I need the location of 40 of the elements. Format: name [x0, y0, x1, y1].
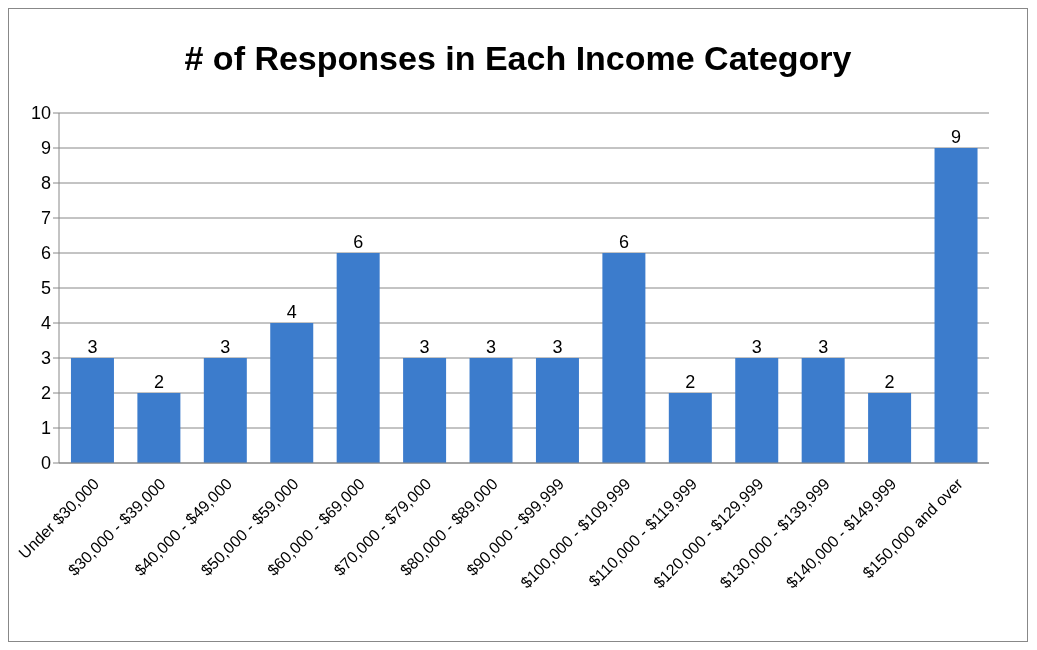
data-label: 4 [286, 302, 297, 322]
y-tick-label: 10 [30, 103, 51, 124]
data-label: 6 [353, 232, 364, 252]
y-tick-label: 8 [40, 173, 51, 194]
bar [403, 358, 447, 463]
data-label: 3 [486, 337, 497, 357]
data-label: 2 [884, 372, 895, 392]
data-label: 3 [220, 337, 231, 357]
data-label: 3 [552, 337, 563, 357]
bar [934, 148, 978, 463]
bar [336, 253, 380, 463]
y-tick-label: 1 [40, 418, 51, 439]
data-label: 6 [618, 232, 629, 252]
data-label: 9 [951, 127, 962, 147]
data-label: 2 [153, 372, 164, 392]
data-label: 3 [419, 337, 430, 357]
data-label: 3 [87, 337, 98, 357]
data-label: 3 [818, 337, 829, 357]
y-tick-label: 7 [40, 208, 51, 229]
bar [801, 358, 845, 463]
data-label: 3 [751, 337, 762, 357]
bar [535, 358, 579, 463]
bar [270, 323, 314, 463]
bar [602, 253, 646, 463]
y-tick-label: 4 [40, 313, 51, 334]
y-tick-label: 9 [40, 138, 51, 159]
y-tick-label: 5 [40, 278, 51, 299]
bar [203, 358, 247, 463]
bar [70, 358, 114, 463]
data-label: 2 [685, 372, 696, 392]
y-tick-label: 6 [40, 243, 51, 264]
bar [668, 393, 712, 463]
y-tick-label: 0 [40, 453, 51, 474]
y-tick-label: 3 [40, 348, 51, 369]
bar [469, 358, 513, 463]
y-tick-label: 2 [40, 383, 51, 404]
bar [868, 393, 912, 463]
bar [137, 393, 181, 463]
bar [735, 358, 779, 463]
chart-title: # of Responses in Each Income Category [183, 38, 853, 79]
